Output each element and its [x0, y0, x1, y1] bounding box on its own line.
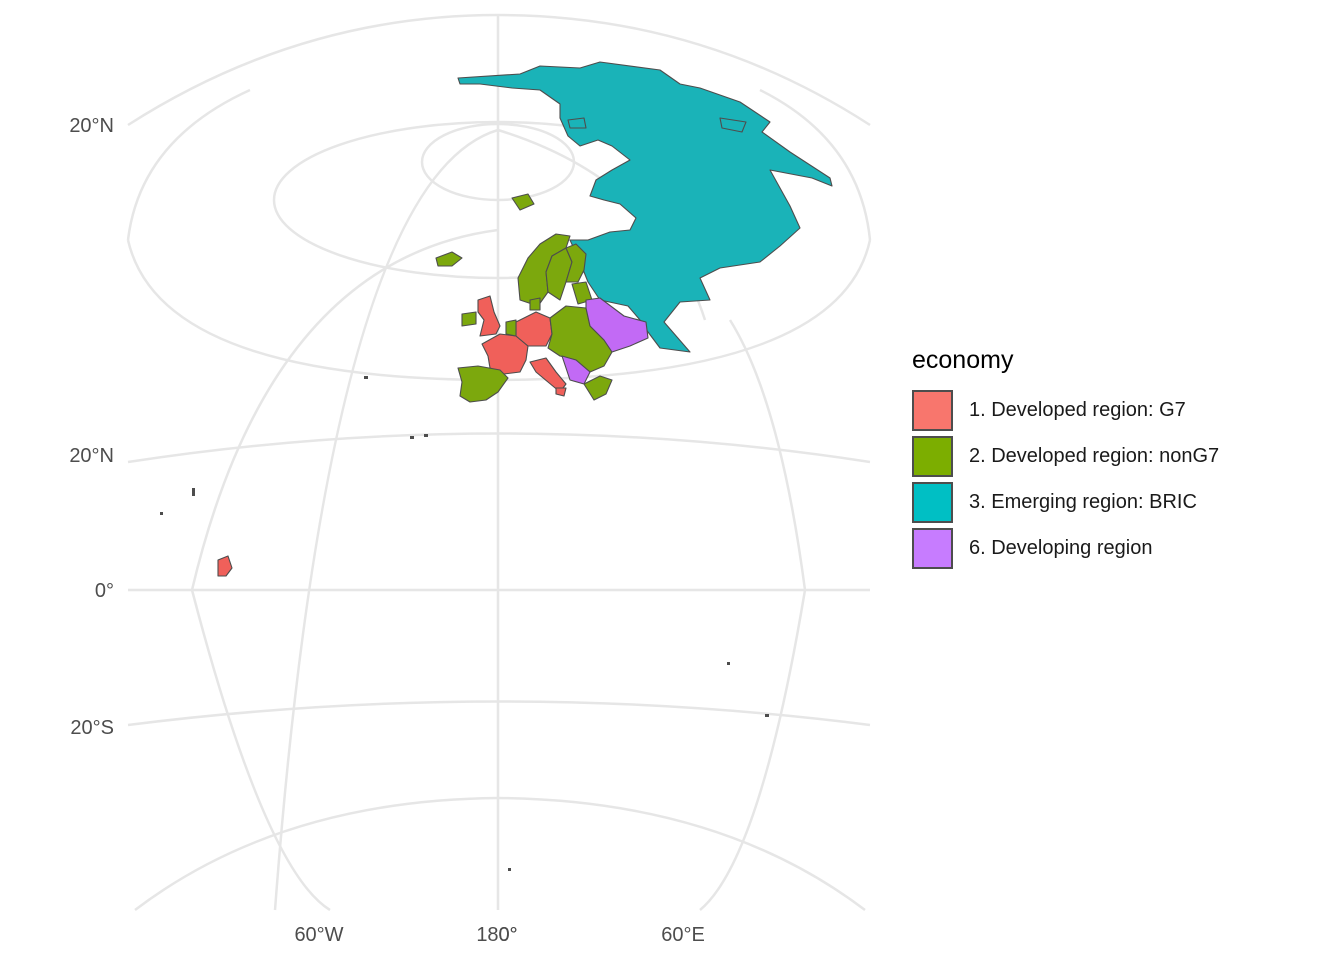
x-label-2: 180° — [476, 924, 517, 946]
country-iberia — [457, 365, 509, 403]
axis-labels: 20°N 20°N 0° 20°S 60°W 180° 0° 60°E — [69, 115, 704, 946]
graticule — [126, 13, 872, 912]
island — [727, 662, 730, 665]
country-ukraine-belarus — [585, 297, 649, 353]
country-norway — [517, 233, 571, 307]
country-benelux — [505, 319, 517, 337]
legend: economy 1. Developed region: G7 2. Devel… — [912, 346, 1219, 571]
y-label-1: 20°N — [69, 115, 114, 137]
country-france — [481, 333, 529, 375]
legend-label-bric: 3. Emerging region: BRIC — [969, 490, 1197, 513]
y-label-3: 0° — [95, 580, 114, 602]
legend-item-developing: 6. Developing region — [912, 525, 1219, 571]
legend-item-nong7: 2. Developed region: nonG7 — [912, 433, 1219, 479]
x-label-1: 60°W — [294, 924, 343, 946]
countries — [160, 61, 833, 871]
country-russia — [457, 61, 833, 353]
island — [364, 376, 368, 379]
legend-item-g7: 1. Developed region: G7 — [912, 387, 1219, 433]
country-svalbard — [511, 193, 535, 211]
legend-label-g7: 1. Developed region: G7 — [969, 398, 1186, 421]
legend-key-nong7 — [912, 435, 953, 477]
legend-item-bric: 3. Emerging region: BRIC — [912, 479, 1219, 525]
country-russia-island — [567, 117, 587, 129]
legend-label-nong7: 2. Developed region: nonG7 — [969, 444, 1220, 467]
country-finland — [565, 243, 587, 283]
island — [508, 868, 511, 871]
country-uk — [477, 295, 501, 337]
country-germany — [515, 311, 553, 347]
legend-key-bric — [912, 481, 953, 523]
island — [424, 434, 428, 437]
legend-key-developing — [912, 527, 953, 569]
island — [765, 714, 769, 717]
legend-key-g7 — [912, 389, 953, 431]
island — [410, 436, 414, 439]
country-balkans — [561, 355, 591, 385]
legend-label-developing: 6. Developing region — [969, 536, 1153, 559]
x-label-3: 0° — [498, 924, 517, 946]
y-label-4: 20°S — [70, 717, 114, 739]
country-denmark — [529, 297, 541, 311]
y-label-2: 20°N — [69, 445, 114, 467]
country-italy — [529, 357, 567, 393]
country-french-guiana — [217, 555, 233, 577]
island — [160, 512, 163, 515]
country-ireland — [461, 311, 477, 327]
country-russia-island — [719, 117, 747, 133]
legend-title: economy — [912, 346, 1014, 374]
island — [192, 488, 195, 496]
country-iceland — [435, 251, 463, 267]
country-greece — [583, 375, 613, 401]
country-sicily — [555, 387, 567, 397]
x-label-4: 60°E — [661, 924, 705, 946]
